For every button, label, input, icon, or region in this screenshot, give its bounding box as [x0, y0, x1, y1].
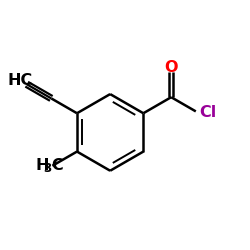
Text: C: C [52, 158, 63, 173]
Text: HC: HC [8, 73, 33, 88]
Text: 3: 3 [43, 162, 52, 175]
Text: Cl: Cl [200, 105, 217, 120]
Text: H: H [36, 158, 50, 173]
Text: O: O [164, 60, 178, 74]
